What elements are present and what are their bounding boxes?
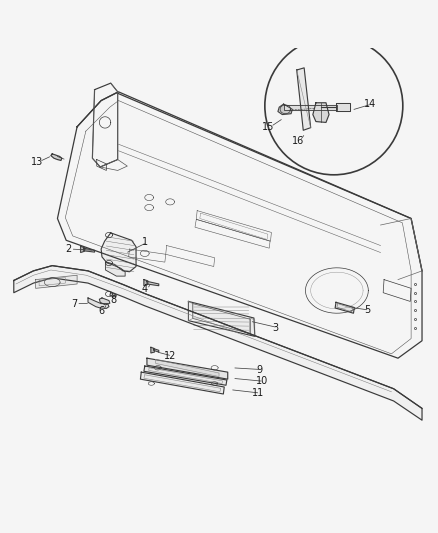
Polygon shape	[144, 366, 227, 385]
Text: 16: 16	[291, 136, 304, 146]
Text: 8: 8	[110, 295, 117, 305]
Polygon shape	[88, 298, 109, 309]
Polygon shape	[336, 103, 350, 111]
Text: 6: 6	[98, 306, 104, 316]
Text: 13: 13	[31, 157, 43, 167]
Text: 11: 11	[252, 388, 265, 398]
Polygon shape	[285, 105, 337, 110]
Polygon shape	[84, 248, 95, 252]
Polygon shape	[313, 103, 329, 123]
Text: 15: 15	[262, 122, 275, 132]
Text: 10: 10	[256, 376, 268, 386]
Circle shape	[265, 37, 403, 175]
Polygon shape	[106, 262, 125, 276]
Polygon shape	[144, 280, 148, 286]
Polygon shape	[155, 359, 219, 376]
Polygon shape	[99, 298, 110, 305]
Polygon shape	[141, 372, 224, 394]
Polygon shape	[188, 302, 255, 336]
Polygon shape	[35, 275, 77, 288]
Polygon shape	[51, 154, 62, 160]
Text: 7: 7	[71, 298, 77, 309]
Polygon shape	[335, 302, 354, 313]
Text: 1: 1	[142, 238, 148, 247]
Polygon shape	[101, 233, 136, 272]
Text: 2: 2	[65, 244, 71, 254]
Polygon shape	[81, 246, 85, 253]
Polygon shape	[297, 68, 311, 130]
Polygon shape	[147, 358, 228, 379]
Polygon shape	[14, 265, 422, 420]
Polygon shape	[110, 293, 117, 297]
Text: 9: 9	[256, 365, 262, 375]
Text: 3: 3	[273, 322, 279, 333]
Text: 4: 4	[142, 284, 148, 294]
Text: 5: 5	[364, 305, 371, 315]
Text: 12: 12	[164, 351, 176, 361]
Polygon shape	[278, 104, 292, 115]
Polygon shape	[147, 281, 159, 286]
Polygon shape	[151, 348, 154, 353]
Polygon shape	[153, 349, 159, 352]
Text: 14: 14	[364, 99, 376, 109]
